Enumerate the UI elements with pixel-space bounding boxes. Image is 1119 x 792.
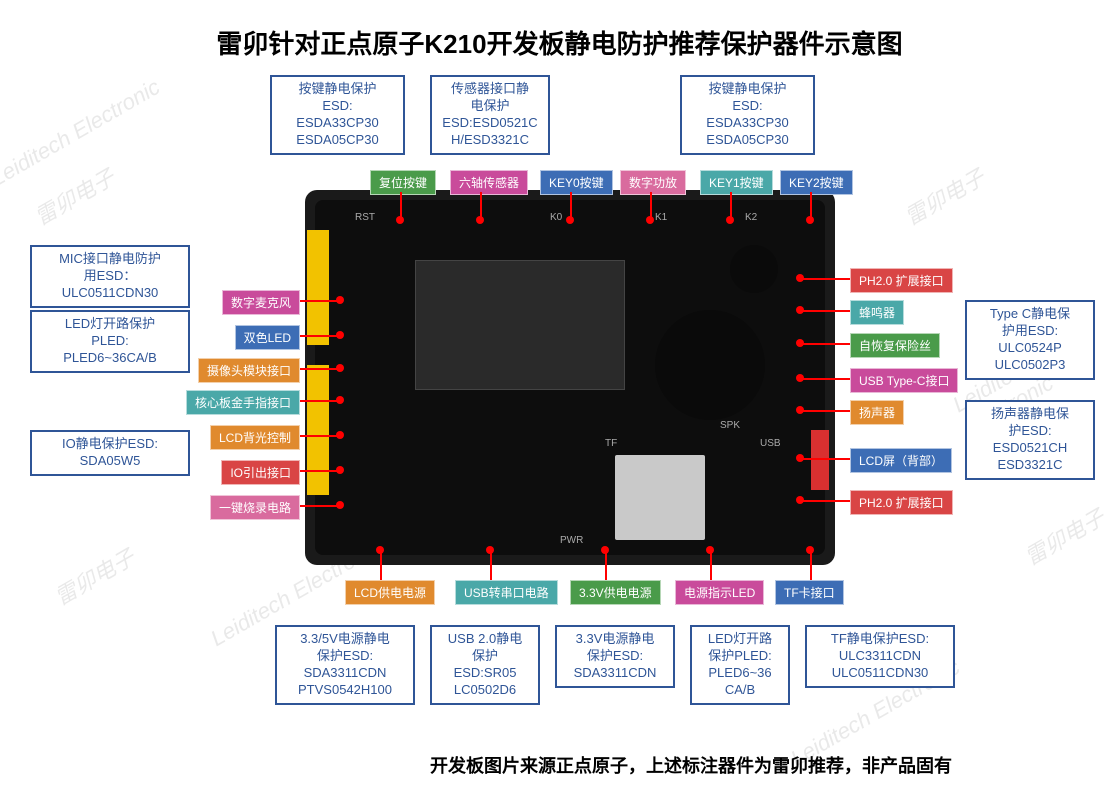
component-tag: 扬声器	[850, 400, 904, 425]
board-text-k1: K1	[655, 212, 667, 223]
pin-header-left-1	[307, 230, 329, 345]
component-tag: KEY0按键	[540, 170, 613, 195]
watermark: 雷卯电子	[28, 160, 120, 232]
page-title: 雷卯针对正点原子K210开发板静电防护推荐保护器件示意图	[0, 24, 1119, 61]
component-tag: 一键烧录电路	[210, 495, 300, 520]
component-tag: TF卡接口	[775, 580, 844, 605]
callout-tf: TF静电保护ESD:ULC3311CDNULC0511CDN30	[805, 625, 955, 688]
callout-pled2: LED灯开路保护PLED:PLED6~36CA/B	[690, 625, 790, 705]
sd-slot	[615, 455, 705, 540]
callout-mic: MIC接口静电防护用ESD：ULC0511CDN30	[30, 245, 190, 308]
component-tag: 电源指示LED	[675, 580, 764, 605]
component-tag: LCD背光控制	[210, 425, 300, 450]
main-chip	[415, 260, 625, 390]
component-tag: LCD供电电源	[345, 580, 435, 605]
callout-typec: Type C静电保护用ESD:ULC0524PULC0502P3	[965, 300, 1095, 380]
component-tag: 核心板金手指接口	[186, 390, 300, 415]
callout-pled: LED灯开路保护PLED:PLED6~36CA/B	[30, 310, 190, 373]
component-tag: 自恢复保险丝	[850, 333, 940, 358]
board-text-k2: K2	[745, 212, 757, 223]
pin-header-right	[811, 430, 829, 490]
component-tag: 复位按键	[370, 170, 436, 195]
board-text-spk: SPK	[720, 420, 740, 431]
pcb-board: RST K0 K1 K2 TF USB SPK PWR	[305, 190, 835, 565]
component-tag: PH2.0 扩展接口	[850, 490, 953, 515]
component-tag: IO引出接口	[221, 460, 300, 485]
component-tag: PH2.0 扩展接口	[850, 268, 953, 293]
watermark: Leiditech Electronic	[0, 74, 165, 192]
board-text-rst: RST	[355, 212, 375, 223]
callout-btn2: 按键静电保护ESD:ESDA33CP30ESDA05CP30	[680, 75, 815, 155]
buzzer-circle	[730, 245, 778, 293]
component-tag: 摄像头模块接口	[198, 358, 300, 383]
callout-io: IO静电保护ESD:SDA05W5	[30, 430, 190, 476]
callout-usb2: USB 2.0静电保护ESD:SR05LC0502D6	[430, 625, 540, 705]
disclaimer-text: 开发板图片来源正点原子，上述标注器件为雷卯推荐，非产品固有	[430, 752, 952, 778]
component-tag: USB转串口电路	[455, 580, 558, 605]
component-tag: 蜂鸣器	[850, 300, 904, 325]
watermark: 雷卯电子	[898, 160, 990, 232]
speaker-circle	[655, 310, 765, 420]
board-text-pwr: PWR	[560, 535, 583, 546]
board-text-k0: K0	[550, 212, 562, 223]
component-tag: USB Type-C接口	[850, 368, 958, 393]
callout-pwr33b: 3.3V电源静电保护ESD:SDA3311CDN	[555, 625, 675, 688]
component-tag: 双色LED	[235, 325, 300, 350]
board-text-tf: TF	[605, 438, 617, 449]
component-tag: 数字麦克风	[222, 290, 300, 315]
watermark: 雷卯电子	[1018, 500, 1110, 572]
pin-header-left-2	[307, 365, 329, 495]
callout-sens: 传感器接口静电保护ESD:ESD0521CH/ESD3321C	[430, 75, 550, 155]
watermark: 雷卯电子	[48, 540, 140, 612]
component-tag: 六轴传感器	[450, 170, 528, 195]
component-tag: KEY2按键	[780, 170, 853, 195]
component-tag: 数字功放	[620, 170, 686, 195]
component-tag: KEY1按键	[700, 170, 773, 195]
callout-btn1: 按键静电保护ESD:ESDA33CP30ESDA05CP30	[270, 75, 405, 155]
callout-spk: 扬声器静电保护ESD:ESD0521CHESD3321C	[965, 400, 1095, 480]
component-tag: 3.3V供电电源	[570, 580, 661, 605]
component-tag: LCD屏（背部）	[850, 448, 952, 473]
callout-pwr33: 3.3/5V电源静电保护ESD:SDA3311CDNPTVS0542H100	[275, 625, 415, 705]
board-text-usb: USB	[760, 438, 781, 449]
